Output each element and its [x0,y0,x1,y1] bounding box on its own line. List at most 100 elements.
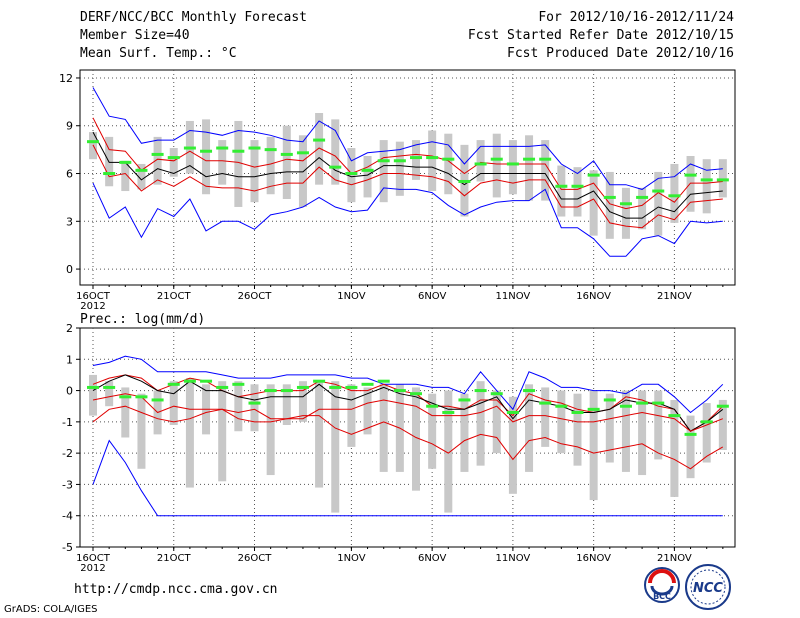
panel1-spread-box [638,187,647,230]
panel2-spread-box [557,390,566,454]
panel2-ytick-label: 0 [66,385,73,398]
chart-main-title: DERF/NCC/BCC Monthly Forecast [80,10,307,25]
panel2-xtick-label: 16NOV [576,553,611,564]
panel1-median-marker [523,157,536,161]
panel2-spread-box [282,384,291,425]
panel1-xtick-label: 11NOV [496,291,531,302]
panel2-ytick-label: 1 [66,353,73,366]
panel2-spread-box [89,374,97,416]
member-size-label: Member Size=40 [80,28,190,43]
panel2-xtick-label: 6NOV [418,553,447,564]
panel1-median-marker [232,149,245,153]
panel2-spread-box [379,384,388,472]
panel1-median-marker [700,178,713,182]
panel1-series-min [92,182,723,257]
panel1-median-marker [539,157,552,161]
panel1-spread-box [573,167,582,217]
panel2-median-marker [313,379,326,383]
panel2-ytick-label: -3 [62,478,73,491]
panel2-spread-box [654,390,663,460]
panel1-median-marker [296,151,309,155]
forecast-period: For 2012/10/16-2012/11/24 [538,10,734,25]
panel2-xtick-label: 21OCT [157,553,192,564]
panel1-median-marker [668,194,681,198]
panel1-median-marker [167,156,180,160]
panel1-spread-box [605,171,614,239]
panel1-spread-box [476,140,485,182]
panel1-spread-box [654,171,663,236]
panel2-spread-box [347,384,356,447]
ncc-logo: NCC [685,564,731,610]
panel1-median-marker [571,184,584,188]
panel2-spread-box [137,393,146,469]
panel1-median-marker [458,179,471,183]
panel2-spread-box [169,381,178,425]
panel1-spread-box [492,133,501,198]
panel1-ytick-label: 6 [66,168,73,181]
panel2-median-marker [264,389,277,393]
panel2-median-marker [216,385,229,389]
panel2-spread-box [670,399,679,497]
panel1-ytick-label: 3 [66,215,73,228]
panel2-ytick-label: -1 [62,416,73,429]
panel1-median-marker [684,173,697,177]
panel1-spread-box [444,133,453,195]
panel1-median-marker [426,156,439,160]
panel1-median-marker [345,172,358,176]
panel2-series-low [92,405,724,470]
panel1-median-marker [490,157,503,161]
logos: BCC NCC [644,564,731,610]
panel2-median-marker [377,379,390,383]
panel2-median-marker [636,401,649,405]
panel2-ytick-label: 2 [66,322,73,335]
panel1-spread-box [686,156,695,212]
panel1-spread-box [298,135,307,207]
panel2-spread-box [589,390,598,501]
panel2-series-lower [92,393,723,432]
panel2-median-marker [539,401,552,405]
panel1-spread-box [525,135,534,201]
panel2-spread-box [412,387,420,491]
panel1-median-marker [264,148,277,152]
panel1-spread-box [718,159,727,198]
panel2-spread-box [444,390,453,513]
panel2-spread-box [638,390,647,476]
panel2-median-marker [410,392,422,396]
panel1-plot: 0 3 6 9 12 16OCT 21OCT 26OCT 1NOV 6NOV 11NOV 16NOV 2… [59,69,736,312]
panel2-median-marker [183,379,196,383]
panel2-xtick-label: 21NOV [657,553,692,564]
panel2-median-marker [619,404,632,408]
panel1-spread-box [202,119,211,195]
source-url[interactable]: http://cmdp.ncc.cma.gov.cn [74,582,278,597]
panel1-median-marker [652,189,665,193]
panel1-spread-box [557,165,566,217]
panel2-spread-box [234,381,243,432]
panel1-median-marker [200,149,213,153]
panel2-series-min [92,439,723,517]
panel2-ytick-label: -5 [62,541,73,554]
panel1-frame [79,69,736,286]
panel2-spread-box [121,387,130,438]
panel2-spread-box [298,381,307,422]
panel1-median-marker [410,156,422,160]
panel1-series-lower [92,144,723,229]
panel2-spread-box [525,384,534,472]
panel1-spread-box [153,136,162,185]
panel2-ytick-label: -2 [62,447,73,460]
panel1-xtick-label: 21NOV [657,291,692,302]
panel2-median-marker [506,410,519,414]
panel2-series-upper [92,374,724,432]
panel2-spread-box [541,387,550,447]
panel2-median-marker [135,395,148,399]
panel2-xtick-label: 11NOV [496,553,531,564]
panel1-spread-box [137,163,146,190]
panel2-ytick-label: -4 [62,510,73,523]
panel2-spread-box [686,415,695,479]
header-right: For 2012/10/16-2012/11/24 Fcst Started R… [468,9,734,63]
bcc-logo: BCC [644,567,680,603]
forecast-started-date: Fcst Started Refer Date 2012/10/15 [467,28,734,43]
panel2-spread-box [621,390,630,472]
header-left: DERF/NCC/BCC Monthly Forecast Member Siz… [80,9,307,63]
panel1-year-label: 2012 [80,301,105,312]
